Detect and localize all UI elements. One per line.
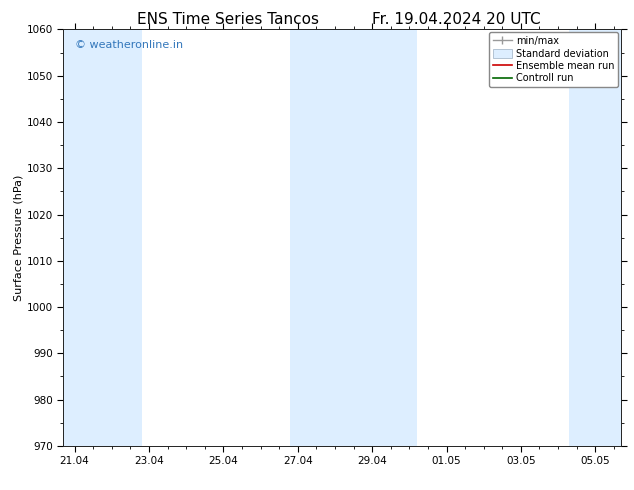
Legend: min/max, Standard deviation, Ensemble mean run, Controll run: min/max, Standard deviation, Ensemble me… bbox=[489, 32, 618, 87]
Bar bbox=[569, 29, 621, 446]
Text: © weatheronline.in: © weatheronline.in bbox=[75, 40, 183, 50]
Text: ENS Time Series Tancos: ENS Time Series Tancos bbox=[137, 12, 320, 27]
Bar bbox=[335, 29, 417, 446]
Bar bbox=[63, 29, 141, 446]
Bar bbox=[290, 29, 335, 446]
Y-axis label: Surface Pressure (hPa): Surface Pressure (hPa) bbox=[14, 174, 24, 301]
Text: Fr. 19.04.2024 20 UTC: Fr. 19.04.2024 20 UTC bbox=[372, 12, 541, 27]
